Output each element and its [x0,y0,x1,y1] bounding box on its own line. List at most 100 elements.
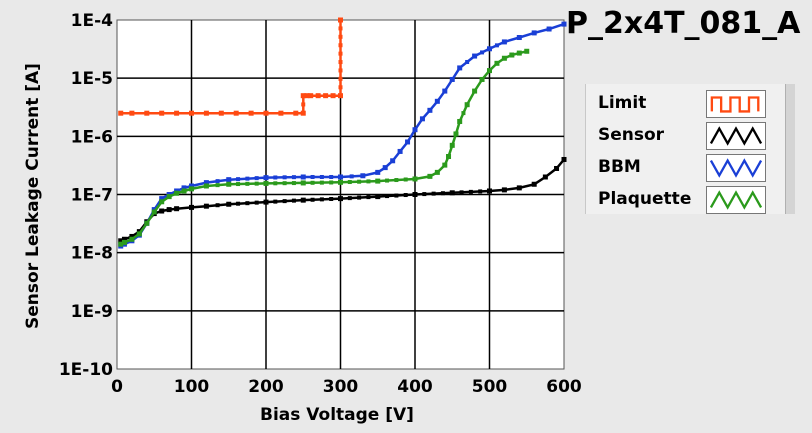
series-plaquette [118,48,530,247]
data-point-bbm [390,158,396,164]
data-point-sensor [394,193,399,198]
legend-label-limit: Limit [598,93,647,113]
data-point-plaquette [254,181,259,186]
data-point-plaquette [479,76,485,82]
data-point-bbm [449,76,455,82]
legend-item-sensor[interactable]: Sensor [586,120,786,152]
data-point-plaquette [516,50,522,56]
data-point-sensor [468,189,473,194]
data-point-limit [129,110,135,116]
data-point-plaquette [446,154,452,160]
data-point-sensor [159,208,165,214]
data-point-bbm [236,177,241,182]
legend-item-limit[interactable]: Limit [586,88,786,120]
data-point-limit [118,110,124,116]
data-point-sensor [166,207,172,213]
data-point-sensor [561,156,567,162]
legend-swatch-sensor[interactable] [706,122,766,150]
data-point-plaquette [166,194,172,200]
data-point-sensor [129,233,135,239]
data-point-sensor [300,197,306,203]
data-point-limit [174,110,180,116]
data-point-limit [338,17,343,23]
data-point-sensor [440,191,445,196]
x-tick-label: 100 [174,377,210,397]
data-point-sensor [542,174,548,180]
data-point-limit [338,26,343,31]
data-point-sensor [531,181,537,187]
data-point-bbm [480,50,485,55]
data-point-sensor [189,204,194,210]
data-point-sensor [245,201,250,206]
data-point-bbm [291,175,296,180]
data-point-plaquette [144,220,150,226]
data-point-plaquette [524,48,530,54]
data-point-bbm [427,107,433,113]
data-point-plaquette [189,186,194,192]
data-point-sensor [236,201,241,206]
legend-item-plaquette[interactable]: Plaquette [586,184,786,216]
data-point-sensor [203,203,209,209]
data-point-limit [315,93,321,99]
data-point-bbm [457,65,463,71]
data-point-bbm [310,174,315,179]
data-point-plaquette [366,179,371,184]
data-point-sensor [329,196,334,201]
data-point-bbm [349,174,354,179]
data-point-sensor [319,197,324,202]
data-point-plaquette [461,111,466,116]
data-point-plaquette [151,209,157,215]
data-point-limit [338,43,343,48]
series-layer [118,17,567,249]
data-point-limit [300,110,306,116]
x-tick-labels: 0 100 200 300 400 500 600 [111,377,582,397]
data-point-plaquette [347,180,352,185]
legend-label-plaquette: Plaquette [598,189,692,209]
data-point-limit [300,93,306,99]
legend-item-bbm[interactable]: BBM [586,152,786,184]
data-point-sensor [291,198,296,203]
data-point-bbm [405,139,411,145]
data-point-bbm [442,88,448,94]
data-point-plaquette [136,231,142,237]
data-point-sensor [254,200,259,205]
data-point-plaquette [494,60,500,66]
data-point-sensor [554,165,560,171]
data-point-plaquette [226,181,232,187]
data-point-sensor [487,188,492,194]
legend-swatch-plaquette[interactable] [706,186,766,214]
data-point-sensor [310,197,315,202]
legend-scrollbar[interactable] [785,84,795,214]
data-point-plaquette [215,183,220,188]
x-axis-title: Bias Voltage [V] [260,405,414,425]
data-point-plaquette [273,181,278,186]
data-point-limit [301,102,306,107]
legend-swatch-limit[interactable] [706,90,766,118]
data-point-plaquette [129,236,135,242]
data-point-bbm [419,116,425,122]
data-point-sensor [357,195,362,200]
data-point-limit [293,110,299,116]
data-point-sensor [338,196,343,202]
data-point-bbm [273,175,278,180]
data-point-plaquette [442,162,448,168]
data-point-plaquette [181,188,187,194]
x-tick-label: 300 [323,377,359,397]
data-point-sensor [347,196,352,201]
data-point-sensor [375,194,381,200]
data-point-sensor [412,192,418,197]
data-point-limit [338,51,343,56]
data-point-plaquette [357,179,362,184]
legend-swatch-bbm[interactable] [706,154,766,182]
x-tick-label: 200 [248,377,284,397]
data-point-bbm [245,176,250,181]
data-point-limit [218,110,224,116]
data-point-plaquette [174,190,180,196]
data-point-limit [263,110,269,116]
series-limit [118,17,343,116]
data-point-sensor [282,199,287,204]
y-tick-label: 1E-10 [59,360,113,380]
y-tick-label: 1E-7 [71,186,113,206]
data-point-limit [323,93,329,99]
y-tick-label: 1E-9 [71,302,113,322]
